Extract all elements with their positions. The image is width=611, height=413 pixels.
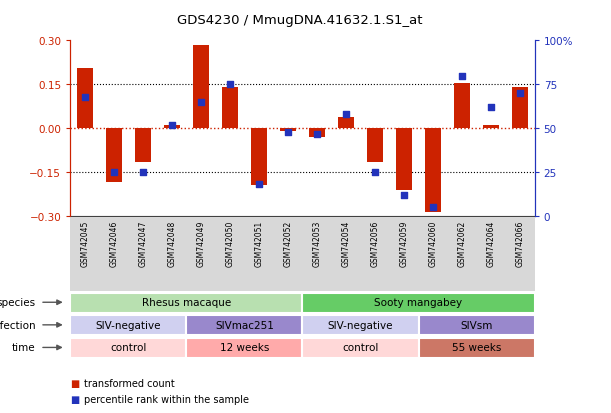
Text: SIVsm: SIVsm: [461, 320, 492, 330]
Text: control: control: [342, 343, 379, 353]
Bar: [70, 293, 302, 313]
Bar: [454, 84, 470, 129]
Text: GDS4230 / MmugDNA.41632.1.S1_at: GDS4230 / MmugDNA.41632.1.S1_at: [177, 14, 422, 27]
Bar: [302, 293, 535, 313]
Point: [399, 192, 409, 199]
Bar: [70, 338, 186, 358]
Bar: [302, 338, 419, 358]
Text: control: control: [110, 343, 147, 353]
Text: species: species: [0, 297, 35, 308]
Text: 55 weeks: 55 weeks: [452, 343, 501, 353]
Point: [312, 131, 322, 138]
Text: transformed count: transformed count: [84, 378, 175, 388]
Text: GSM742051: GSM742051: [254, 221, 263, 266]
Point: [370, 169, 380, 176]
Text: Rhesus macaque: Rhesus macaque: [142, 297, 231, 308]
Text: GSM742053: GSM742053: [312, 221, 321, 267]
Bar: [186, 338, 302, 358]
Bar: [338, 117, 354, 129]
Point: [80, 94, 90, 101]
Bar: [512, 88, 528, 129]
Text: GSM742066: GSM742066: [516, 221, 525, 267]
Point: [515, 90, 525, 97]
Point: [138, 169, 148, 176]
Bar: [483, 126, 499, 129]
Text: GSM742048: GSM742048: [167, 221, 177, 266]
Text: GSM742050: GSM742050: [225, 221, 235, 267]
Bar: [106, 129, 122, 183]
Text: GSM742047: GSM742047: [138, 221, 147, 267]
Bar: [419, 316, 535, 336]
Text: SIV-negative: SIV-negative: [327, 320, 393, 330]
Point: [225, 82, 235, 88]
Bar: [70, 316, 186, 336]
Text: ■: ■: [70, 394, 79, 404]
Text: percentile rank within the sample: percentile rank within the sample: [84, 394, 249, 404]
Text: time: time: [12, 343, 35, 353]
Text: ■: ■: [70, 378, 79, 388]
Bar: [419, 338, 535, 358]
Text: GSM742059: GSM742059: [400, 221, 409, 267]
Bar: [280, 129, 296, 132]
Point: [341, 112, 351, 118]
Point: [167, 122, 177, 129]
Text: GSM742062: GSM742062: [458, 221, 467, 266]
Text: GSM742045: GSM742045: [80, 221, 89, 267]
Point: [196, 100, 206, 106]
Bar: [251, 129, 267, 186]
Bar: [77, 69, 93, 129]
Text: GSM742064: GSM742064: [486, 221, 496, 267]
Point: [254, 182, 264, 188]
Point: [486, 104, 496, 111]
Bar: [222, 88, 238, 129]
Point: [428, 204, 438, 211]
Bar: [164, 126, 180, 129]
Text: GSM742054: GSM742054: [342, 221, 351, 267]
Point: [283, 129, 293, 136]
Point: [109, 169, 119, 176]
Text: GSM742060: GSM742060: [428, 221, 437, 267]
Bar: [425, 129, 441, 212]
Text: SIV-negative: SIV-negative: [95, 320, 161, 330]
Text: GSM742056: GSM742056: [370, 221, 379, 267]
Text: 12 weeks: 12 weeks: [220, 343, 269, 353]
Bar: [302, 316, 419, 336]
Text: GSM742046: GSM742046: [109, 221, 119, 267]
Text: GSM742049: GSM742049: [196, 221, 205, 267]
Bar: [367, 129, 383, 163]
Bar: [186, 316, 302, 336]
Text: SIVmac251: SIVmac251: [215, 320, 274, 330]
Text: infection: infection: [0, 320, 35, 330]
Bar: [309, 129, 325, 138]
Point: [457, 73, 467, 80]
Bar: [396, 129, 412, 190]
Bar: [135, 129, 151, 163]
Bar: [193, 46, 209, 129]
Text: Sooty mangabey: Sooty mangabey: [375, 297, 463, 308]
Text: GSM742052: GSM742052: [284, 221, 293, 266]
